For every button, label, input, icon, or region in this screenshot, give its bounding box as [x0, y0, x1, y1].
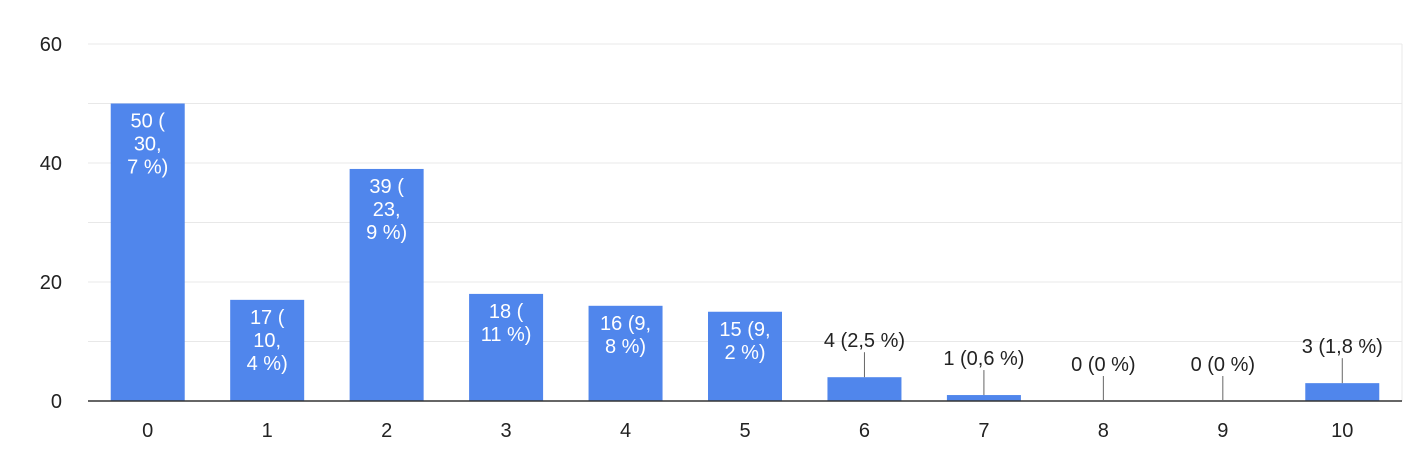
x-tick-label: 0: [142, 420, 153, 442]
data-label: 18 (11 %): [481, 301, 532, 346]
y-tick-label: 0: [51, 391, 62, 413]
bar-6: [827, 377, 902, 401]
bar-5: [708, 311, 782, 401]
data-label: 3 (1,8 %): [1302, 336, 1383, 384]
data-label-line: 7 %): [127, 157, 168, 179]
data-label-line: 4 %): [247, 353, 288, 375]
data-label-line: 23,: [373, 199, 401, 221]
data-label-line: 4 (2,5 %): [824, 330, 905, 352]
data-label: 50 (30,7 %): [127, 111, 168, 179]
data-labels: 50 (30,7 %) 17 (10,4 %) 39 (23,9 %) 18 (11 …: [127, 111, 1383, 401]
data-label-line: 2 %): [724, 342, 765, 364]
y-tick-label: 40: [40, 153, 62, 175]
x-axis-tick-labels: 0 1 2 3 4 5 6 7 8 9 10: [142, 420, 1353, 442]
bar-10: [1305, 383, 1380, 401]
data-label-line: 0 (0 %): [1191, 354, 1255, 376]
data-label-line: 30,: [134, 134, 162, 156]
data-label-line: 3 (1,8 %): [1302, 336, 1383, 358]
x-tick-label: 1: [262, 420, 273, 442]
data-label-line: 1 (0,6 %): [943, 348, 1024, 370]
x-tick-label: 9: [1217, 420, 1228, 442]
x-tick-label: 7: [978, 420, 989, 442]
bar-7: [946, 395, 1021, 401]
bar-1: [230, 299, 305, 401]
x-tick-label: 10: [1331, 420, 1353, 442]
data-label-line: 11 %): [481, 324, 532, 346]
y-axis-tick-labels: 0 20 40 60: [40, 34, 62, 413]
x-tick-label: 4: [620, 420, 631, 442]
bar-4: [588, 305, 663, 401]
bars: [110, 103, 1380, 401]
data-label-line: 0 (0 %): [1071, 354, 1135, 376]
data-label-line: 18 (: [489, 301, 524, 323]
bar-3: [469, 293, 544, 401]
x-tick-label: 5: [739, 420, 750, 442]
gridlines: [88, 43, 1403, 401]
bar-0: [110, 103, 185, 401]
x-tick-label: 6: [859, 420, 870, 442]
data-label-line: 15 (9,: [719, 319, 770, 341]
data-label-line: 8 %): [605, 336, 646, 358]
data-label: 17 (10,4 %): [247, 307, 288, 375]
data-label-line: 9 %): [366, 222, 407, 244]
data-label-line: 17 (: [250, 307, 285, 329]
y-tick-label: 60: [40, 34, 62, 56]
data-label-line: 50 (: [130, 111, 165, 133]
data-label: 0 (0 %): [1071, 354, 1136, 401]
data-label-line: 39 (: [369, 176, 404, 198]
data-label: 1 (0,6 %): [943, 348, 1024, 396]
data-label: 16 (9,8 %): [600, 313, 651, 358]
data-label: 39 (23,9 %): [366, 176, 407, 244]
x-tick-label: 3: [501, 420, 512, 442]
data-label-line: 10,: [253, 330, 281, 352]
x-tick-label: 8: [1098, 420, 1109, 442]
y-tick-label: 20: [40, 272, 62, 294]
x-tick-label: 2: [381, 420, 392, 442]
bar-2: [349, 168, 424, 401]
data-label: 4 (2,5 %): [824, 330, 905, 378]
data-label: 15 (9,2 %): [719, 319, 770, 364]
data-label: 0 (0 %): [1191, 354, 1255, 401]
data-label-line: 16 (9,: [600, 313, 651, 335]
